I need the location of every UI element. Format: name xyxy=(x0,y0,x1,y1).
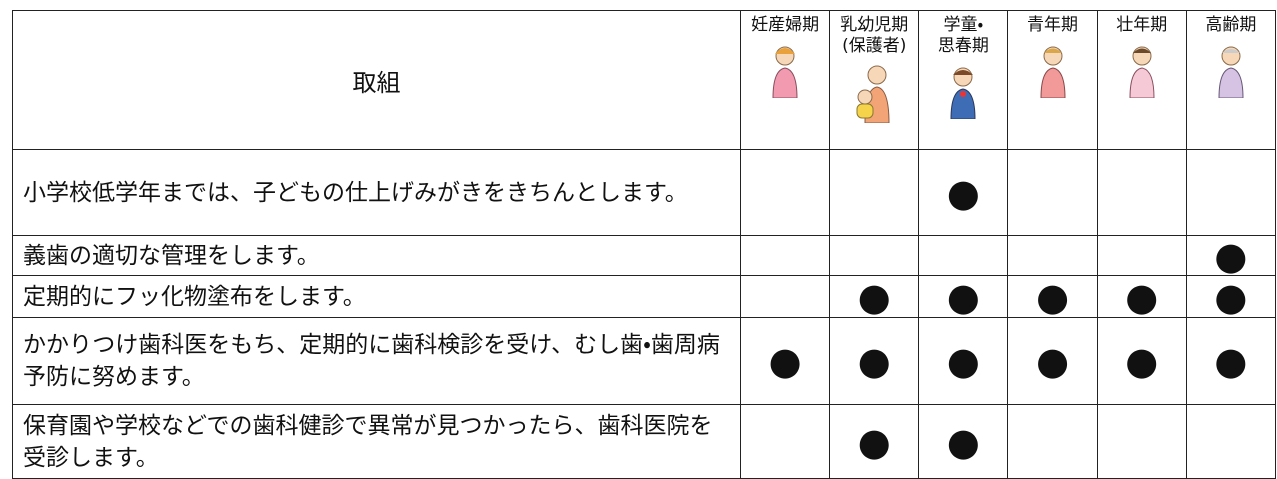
mark-cell: ● xyxy=(829,274,920,319)
mark-cell xyxy=(739,275,831,318)
mark-dot: ● xyxy=(946,419,980,464)
mark-dot: ● xyxy=(857,274,891,319)
mark-cell xyxy=(1007,149,1098,236)
mark-cell xyxy=(1185,404,1277,479)
mark-dot: ● xyxy=(768,339,802,383)
mark-cell xyxy=(1185,149,1277,236)
mark-cell xyxy=(918,235,1009,276)
mark-cell: ● xyxy=(739,317,831,405)
stage-header: 高齢期 xyxy=(1185,10,1277,150)
mark-cell: ● xyxy=(829,404,920,479)
activity-label: 保育園や学校などでの歯科健診で異常が見つかったら、歯科医院を受診します。 xyxy=(12,404,741,479)
stage-label: 思春期 xyxy=(937,36,989,56)
table-row: 義歯の適切な管理をします。 ● xyxy=(12,233,1277,278)
mark-cell: ● xyxy=(1096,274,1187,319)
mark-dot: ● xyxy=(857,339,891,383)
mark-dot: ● xyxy=(1214,274,1248,319)
stage-header: 学童・ 思春期 xyxy=(918,10,1009,150)
stage-icon xyxy=(950,67,976,119)
stage-icon xyxy=(856,65,890,123)
mark-cell xyxy=(739,404,831,479)
stage-header: 壮年期 xyxy=(1096,10,1187,150)
stage-icon xyxy=(1129,46,1155,98)
mark-dot: ● xyxy=(946,339,980,383)
mark-cell: ● xyxy=(1007,317,1098,405)
stage-label: (保護者) xyxy=(842,36,907,56)
mark-cell xyxy=(1096,149,1187,236)
mark-dot: ● xyxy=(1125,339,1159,383)
mark-cell xyxy=(1096,404,1187,479)
activity-label: 小学校低学年までは、子どもの仕上げみがきをきちんとします。 xyxy=(12,149,741,236)
stage-label: 学童・ xyxy=(943,15,984,35)
stage-header: 妊産婦期 xyxy=(739,10,831,150)
table-row: かかりつけ歯科医をもち、定期的に歯科検診を受け、むし歯・歯周病予防に努めます。 ●… xyxy=(12,317,1277,405)
stage-header: 乳幼児期 (保護者) xyxy=(829,10,920,150)
activity-label: 義歯の適切な管理をします。 xyxy=(12,235,741,276)
mark-dot: ● xyxy=(1214,233,1248,278)
stage-label: 妊産婦期 xyxy=(751,15,820,35)
mark-cell: ● xyxy=(1185,233,1277,278)
mark-cell: ● xyxy=(1007,274,1098,319)
activity-label: 定期的にフッ化物塗布をします。 xyxy=(12,275,741,318)
stage-label: 乳幼児期 xyxy=(840,15,909,35)
stage-label: 壮年期 xyxy=(1116,15,1168,35)
table-row: 定期的にフッ化物塗布をします。 ● ● ● ● ● xyxy=(12,274,1277,319)
mark-cell xyxy=(1096,235,1187,276)
mark-cell: ● xyxy=(829,317,920,405)
mark-dot: ● xyxy=(1125,274,1159,319)
stage-label: 高齢期 xyxy=(1205,15,1257,35)
mark-cell: ● xyxy=(918,404,1009,479)
mark-cell: ● xyxy=(1096,317,1187,405)
mark-cell: ● xyxy=(918,274,1009,319)
header-row: 取組 妊産婦期 乳幼児期 (保護者) 学童・ 思春期 青年期 壮年期 高齢期 xyxy=(12,10,1277,150)
activity-table: 取組 妊産婦期 乳幼児期 (保護者) 学童・ 思春期 青年期 壮年期 高齢期 小学校低学年まで… xyxy=(12,10,1277,479)
activity-label: かかりつけ歯科医をもち、定期的に歯科検診を受け、むし歯・歯周病予防に努めます。 xyxy=(12,317,741,405)
mark-cell xyxy=(829,235,920,276)
stage-icon xyxy=(1218,46,1244,98)
mark-cell xyxy=(1007,235,1098,276)
mark-dot: ● xyxy=(946,274,980,319)
mark-dot: ● xyxy=(946,170,980,215)
mark-cell xyxy=(1007,404,1098,479)
mark-dot: ● xyxy=(1035,339,1070,383)
mark-dot: ● xyxy=(1214,339,1248,383)
mark-cell xyxy=(739,149,831,236)
mark-cell: ● xyxy=(1185,317,1277,405)
mark-cell: ● xyxy=(918,149,1009,236)
table-row: 保育園や学校などでの歯科健診で異常が見つかったら、歯科医院を受診します。 ● ● xyxy=(12,404,1277,479)
mark-dot: ● xyxy=(1035,274,1070,319)
table-row: 小学校低学年までは、子どもの仕上げみがきをきちんとします。 ● xyxy=(12,149,1277,236)
mark-dot: ● xyxy=(857,419,891,464)
activity-header: 取組 xyxy=(12,10,741,150)
mark-cell: ● xyxy=(1185,274,1277,319)
stage-icon xyxy=(772,46,798,98)
stage-label: 青年期 xyxy=(1027,15,1079,35)
mark-cell xyxy=(829,149,920,236)
mark-cell xyxy=(739,235,831,276)
mark-cell: ● xyxy=(918,317,1009,405)
stage-icon xyxy=(1040,46,1066,98)
stage-header: 青年期 xyxy=(1007,10,1098,150)
